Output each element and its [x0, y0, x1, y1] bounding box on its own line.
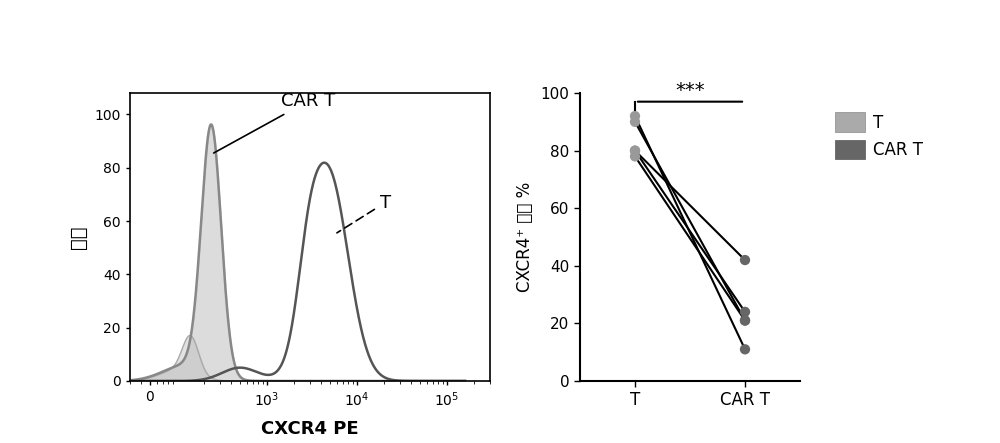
Point: [627, 153, 643, 160]
Point: [627, 147, 643, 154]
Text: ***: ***: [675, 81, 705, 100]
Text: T: T: [337, 194, 391, 233]
Point: [737, 317, 753, 324]
X-axis label: CXCR4 PE: CXCR4 PE: [261, 420, 359, 438]
Legend: T, CAR T: T, CAR T: [828, 106, 930, 166]
Point: [737, 346, 753, 353]
Y-axis label: 数目: 数目: [69, 225, 88, 249]
Text: CAR T: CAR T: [214, 92, 335, 153]
Point: [737, 317, 753, 324]
Point: [627, 118, 643, 125]
Point: [737, 308, 753, 315]
Point: [627, 113, 643, 120]
Y-axis label: CXCR4⁺ 细胞 %: CXCR4⁺ 细胞 %: [516, 182, 534, 292]
Point: [737, 256, 753, 264]
Point: [627, 147, 643, 154]
